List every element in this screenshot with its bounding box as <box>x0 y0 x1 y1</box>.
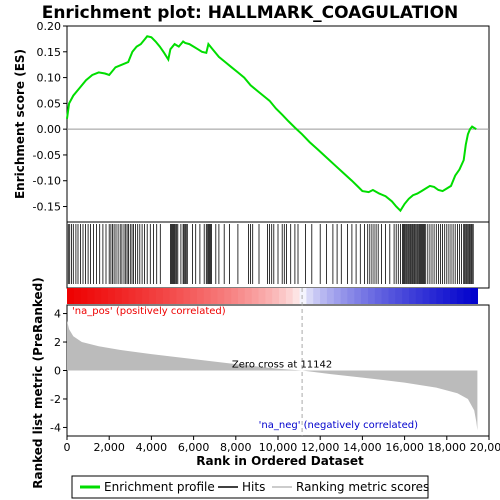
heatbar-segment <box>299 288 307 304</box>
metric-ytick-label: 2 <box>54 336 61 349</box>
heatbar-segment <box>429 288 437 304</box>
heatbar-segment <box>244 288 253 304</box>
x-tick-label: 16,000 <box>385 441 424 454</box>
es-ytick-label: 0.20 <box>37 20 62 33</box>
legend-hits-label: Hits <box>242 480 265 494</box>
x-tick-label: 4,000 <box>136 441 168 454</box>
heatbar-segment <box>197 288 205 304</box>
metric-ytick-label: -2 <box>50 393 61 406</box>
negative-correlation-label: 'na_neg' (negatively correlated) <box>259 420 418 431</box>
heatbar-segment <box>285 288 294 304</box>
heatbar-segment <box>203 288 212 304</box>
heatbar-segment <box>313 288 321 304</box>
heatbar-segment <box>258 288 266 304</box>
x-tick-label: 20,000 <box>470 441 500 454</box>
enrichment-profile-line <box>66 35 477 213</box>
heatbar-segment <box>162 288 171 304</box>
heatbar-segment <box>94 288 102 304</box>
es-ytick-label: 0.15 <box>37 46 62 59</box>
heatbar-segment <box>169 288 177 304</box>
heatbar-segment <box>470 288 478 304</box>
heatbar-segment <box>142 288 150 304</box>
ranking-metric-area <box>67 320 478 431</box>
x-axis-label: Rank in Ordered Dataset <box>196 454 364 468</box>
es-ytick-label: -0.05 <box>33 149 61 162</box>
es-ytick-label: -0.15 <box>33 201 61 214</box>
x-tick-label: 18,000 <box>428 441 467 454</box>
heatbar-segment <box>320 288 328 304</box>
heatbar-segment <box>436 288 444 304</box>
heatbar-segment <box>251 288 260 304</box>
x-tick-label: 0 <box>64 441 71 454</box>
heatbar-segment <box>224 288 232 304</box>
heatbar-segment <box>388 288 396 304</box>
heatbar-segment <box>292 288 301 304</box>
heatbar-segment <box>456 288 465 304</box>
chart-title: Enrichment plot: HALLMARK_COAGULATION <box>42 3 459 23</box>
heatbar-segment <box>238 288 246 304</box>
heatbar-segment <box>450 288 458 304</box>
heatbar-segment <box>149 288 157 304</box>
heatbar-segment <box>409 288 417 304</box>
zero-cross-label: Zero cross at 11142 <box>232 360 332 371</box>
es-ytick-label: 0.00 <box>37 123 62 136</box>
x-tick-label: 10,000 <box>259 441 298 454</box>
es-ytick-label: -0.10 <box>33 175 61 188</box>
heatbar-segment <box>354 288 362 304</box>
heatbar-segment <box>326 288 335 304</box>
heatbar-segment <box>183 288 191 304</box>
heatbar-segment <box>108 288 116 304</box>
x-tick-label: 6,000 <box>178 441 210 454</box>
heatbar-segment <box>463 288 472 304</box>
positive-correlation-label: 'na_pos' (positively correlated) <box>72 306 226 317</box>
heatbar-segment <box>402 288 410 304</box>
heatbar-segment <box>347 288 355 304</box>
heatbar-segment <box>395 288 403 304</box>
heatbar-segment <box>128 288 136 304</box>
heatbar-segment <box>135 288 143 304</box>
heatbar-segment <box>80 288 89 304</box>
heatbar-segment <box>155 288 164 304</box>
heatbar-segment <box>443 288 451 304</box>
heatbar-segment <box>381 288 389 304</box>
x-tick-label: 14,000 <box>343 441 382 454</box>
es-ytick-label: 0.10 <box>37 72 62 85</box>
x-tick-label: 12,000 <box>301 441 340 454</box>
metric-ytick-label: 4 <box>54 308 61 321</box>
heatbar-segment <box>306 288 314 304</box>
heatbar-segment <box>210 288 218 304</box>
heatbar-segment <box>333 288 342 304</box>
heatbar-segment <box>368 288 376 304</box>
heatbar-segment <box>121 288 130 304</box>
legend-enrichment-label: Enrichment profile <box>104 480 215 494</box>
heatbar-segment <box>67 288 75 304</box>
heatbar-segment <box>361 288 369 304</box>
heatbar-segment <box>265 288 273 304</box>
es-axis-label: Enrichment score (ES) <box>13 49 27 199</box>
metric-ytick-label: -4 <box>50 421 61 434</box>
x-tick-label: 2,000 <box>93 441 125 454</box>
heatbar-segment <box>114 288 123 304</box>
x-tick-label: 8,000 <box>220 441 252 454</box>
heatbar-segment <box>272 288 280 304</box>
es-ytick-label: 0.05 <box>37 97 62 110</box>
legend-metric-label: Ranking metric scores <box>296 480 429 494</box>
heatbar-segment <box>73 288 82 304</box>
heatbar-segment <box>176 288 184 304</box>
heatbar-segment <box>87 288 95 304</box>
legend-box <box>71 475 429 499</box>
heatbar-segment <box>279 288 287 304</box>
heatbar-segment <box>231 288 239 304</box>
heatbar-segment <box>190 288 198 304</box>
heatbar-segment <box>415 288 424 304</box>
heatbar-segment <box>217 288 225 304</box>
heatbar-segment <box>340 288 348 304</box>
metric-axis-label: Ranked list metric (PreRanked) <box>31 277 45 489</box>
heatbar-segment <box>422 288 431 304</box>
heatbar-segment <box>374 288 383 304</box>
metric-ytick-label: 0 <box>54 365 61 378</box>
heatbar-segment <box>101 288 109 304</box>
